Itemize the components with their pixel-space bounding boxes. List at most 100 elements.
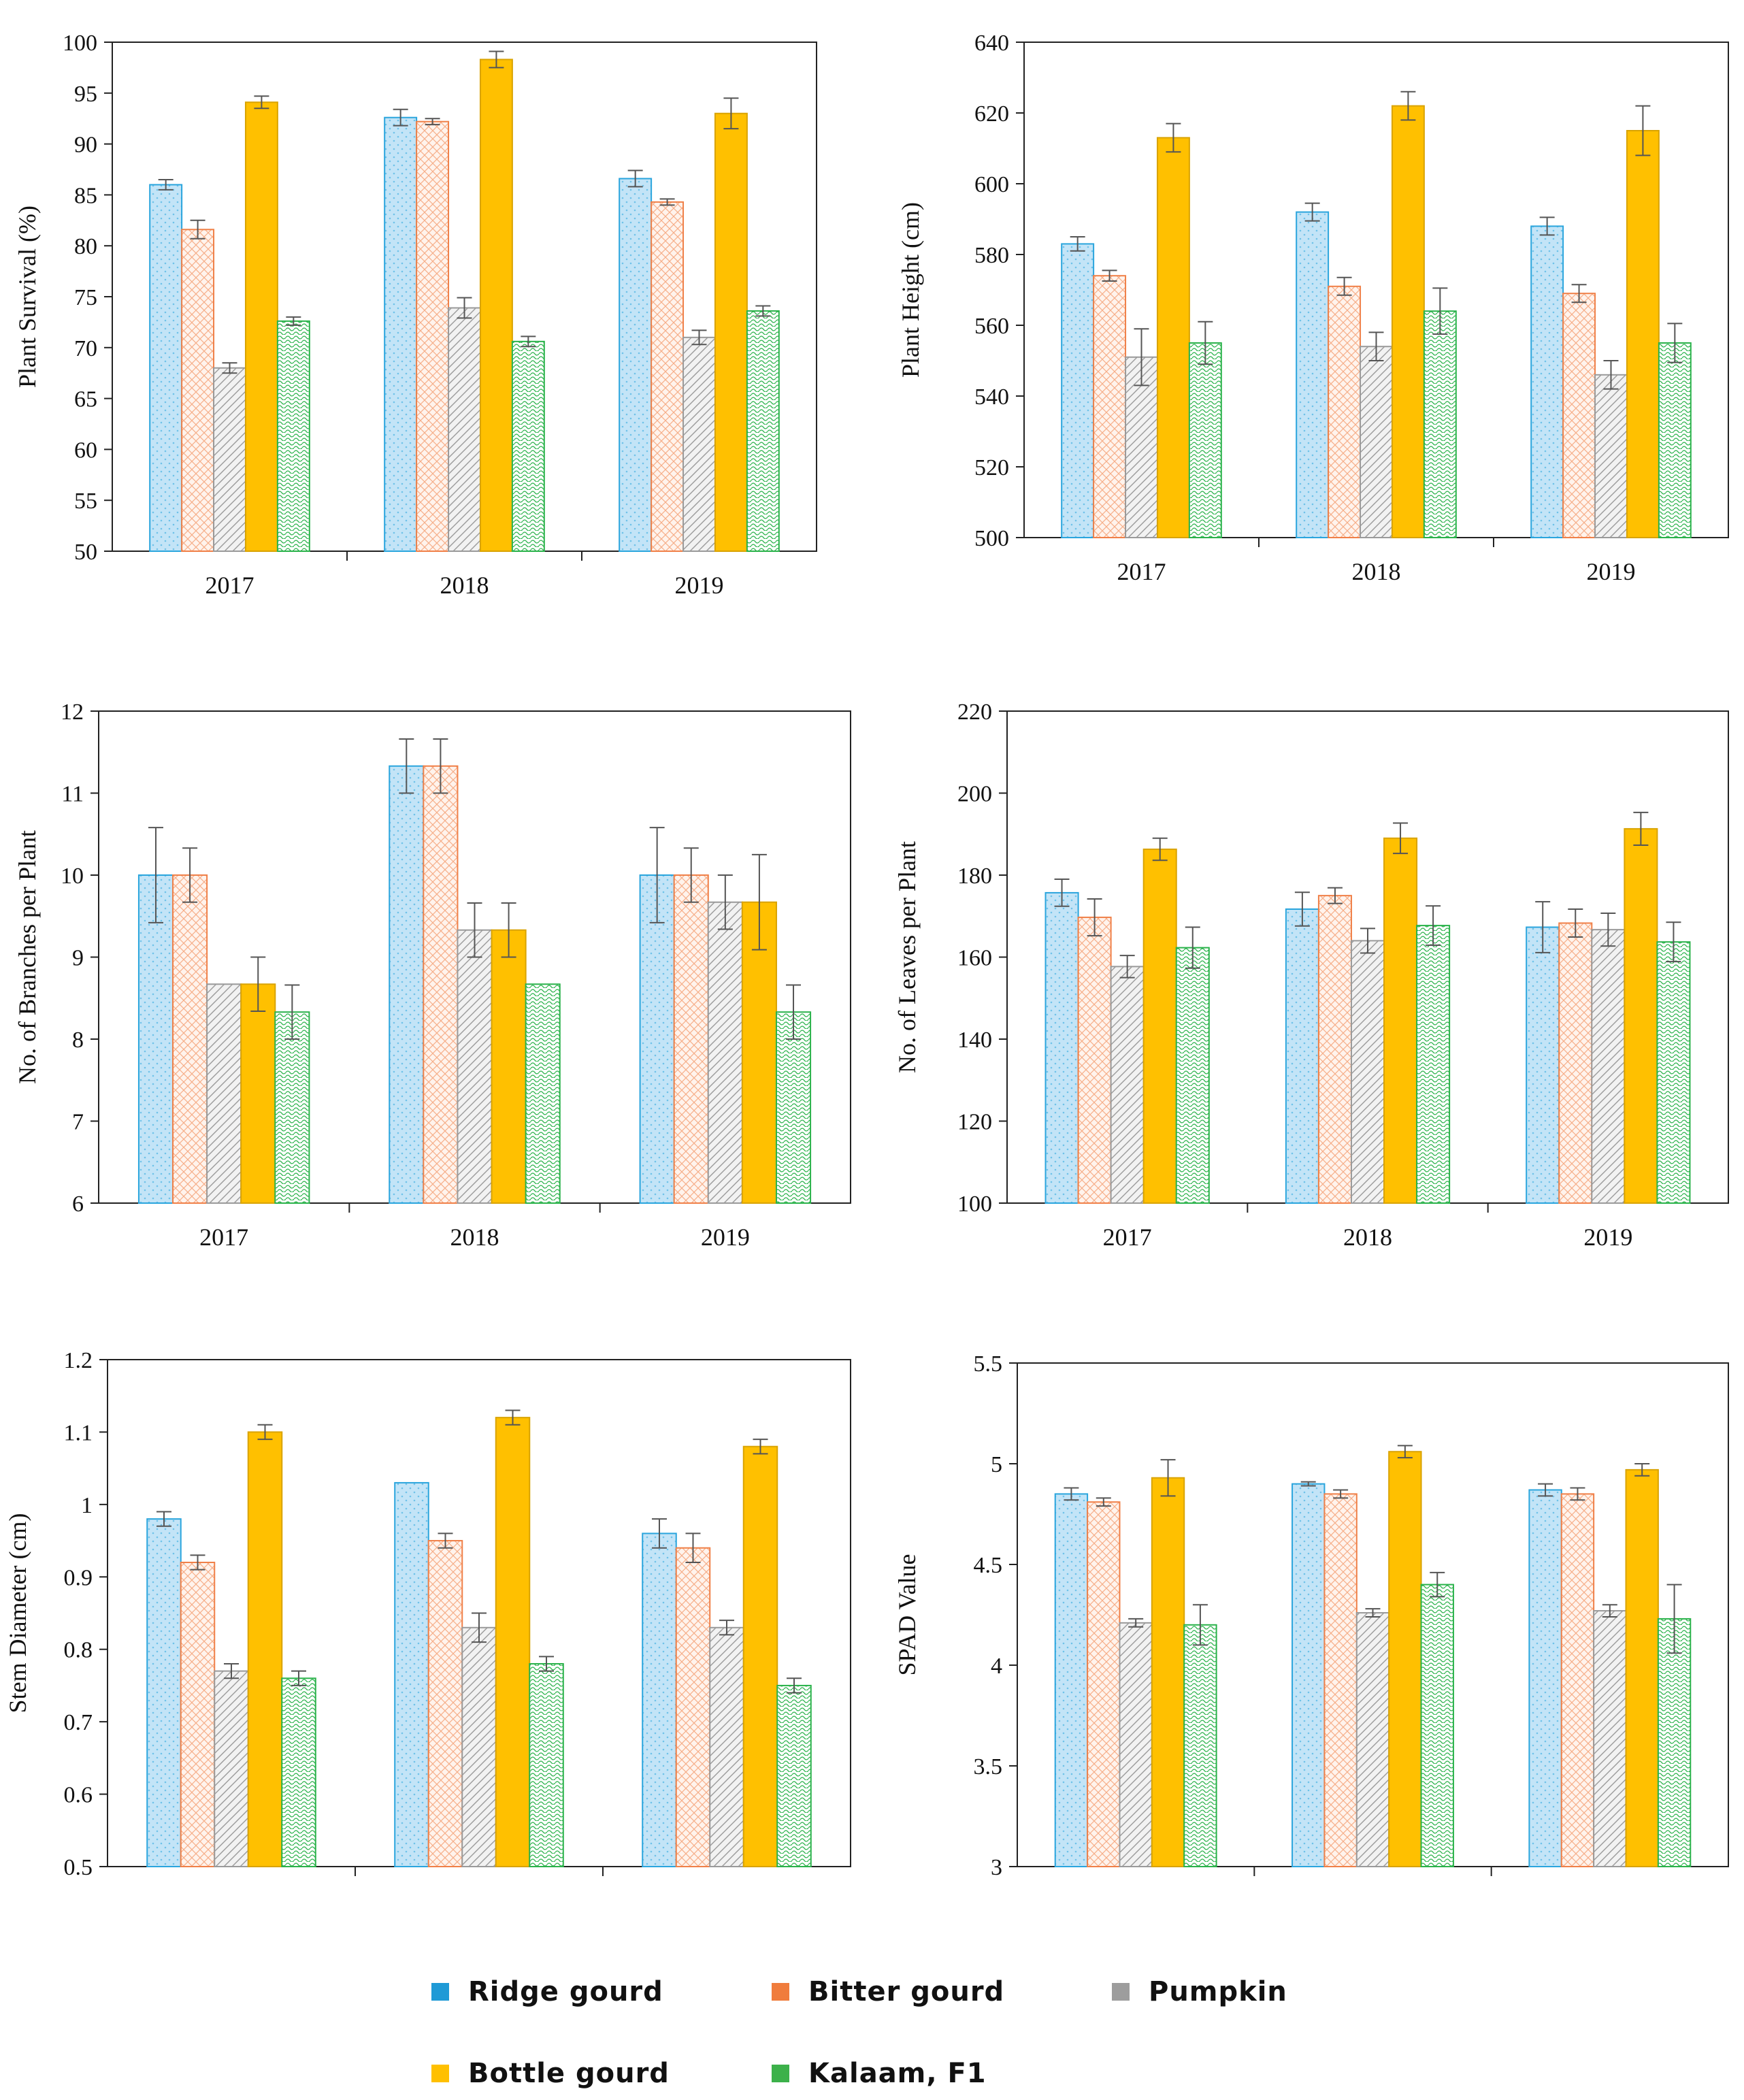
bar-bottle-gourd-2019: [742, 1445, 778, 1868]
error-bar: [291, 1670, 307, 1686]
error-bar: [719, 1620, 734, 1636]
legend-label: Bitter gourd: [808, 1976, 1005, 2007]
error-bar: [1538, 1483, 1553, 1497]
bar-kalaam-f1-2017: [281, 1677, 316, 1867]
bar-bitter-gourd-2018: [423, 765, 459, 1204]
bar-pumpkin-2017: [206, 983, 242, 1204]
error-bar: [1400, 91, 1416, 121]
bar-pumpkin-2017: [213, 367, 246, 552]
y-tick-label: 3: [991, 1855, 1002, 1880]
bar-bottle-gourd-2018: [491, 929, 527, 1204]
bar-ridge-gourd-2017: [137, 874, 174, 1204]
y-tick-label: 85: [74, 183, 97, 208]
bar-bottle-gourd-2017: [247, 1431, 283, 1867]
error-bar: [1432, 287, 1448, 335]
error-bar: [1152, 837, 1168, 862]
error-bar: [786, 984, 802, 1040]
bar-pumpkin-2017: [1125, 356, 1158, 538]
bar-bottle-gourd-2019: [741, 901, 777, 1204]
error-bar: [254, 95, 269, 110]
x-tick-label: 2019: [701, 1224, 750, 1251]
x-tick-label: 2018: [1343, 1224, 1392, 1251]
bar-pumpkin-2018: [1350, 940, 1385, 1204]
x-tick-label: 2019: [1583, 1224, 1632, 1251]
bar-ridge-gourd-2017: [1061, 243, 1095, 538]
y-tick-label: 0.8: [64, 1638, 93, 1663]
x-tick-label: 2017: [1111, 1887, 1160, 1892]
y-tick-label: 5.5: [974, 1351, 1003, 1377]
y-axis-label: Stem Diameter (cm): [4, 1513, 31, 1713]
error-bar: [717, 874, 733, 930]
y-tick-label: 520: [974, 455, 1009, 480]
bar-bitter-gourd-2018: [1323, 1493, 1358, 1867]
y-tick-label: 500: [974, 526, 1009, 551]
bar-kalaam-f1-2018: [1420, 1584, 1454, 1868]
bar-pumpkin-2019: [1594, 374, 1628, 538]
x-tick-label: 2018: [1349, 1887, 1398, 1892]
plant-height-chart: 500 520 540 560 580 600 620 640 Plant Height (cm…: [897, 31, 1729, 585]
y-tick-label: 0.7: [64, 1710, 93, 1735]
bar-kalaam-f1-2019: [1658, 342, 1692, 538]
bar-pumpkin-2019: [1591, 929, 1626, 1204]
error-bar: [1360, 928, 1375, 954]
y-tick-label: 600: [974, 172, 1009, 197]
y-tick-label: 75: [74, 285, 97, 310]
bar-pumpkin-2018: [1355, 1612, 1390, 1868]
error-bar: [501, 902, 516, 958]
bar-pumpkin-2018: [1360, 346, 1393, 538]
bar-bitter-gourd-2017: [172, 874, 208, 1204]
error-bar: [224, 1663, 239, 1679]
error-bar: [649, 827, 665, 923]
error-bar: [755, 305, 771, 317]
error-bar: [286, 316, 301, 326]
bar-bottle-gourd-2019: [714, 112, 748, 553]
x-tick-label: 2019: [702, 1887, 751, 1892]
error-bar: [1570, 1487, 1585, 1501]
error-bar: [1602, 1604, 1617, 1618]
spad-chart: 3 3.5 4 4.5 5 5.5 SPAD Value 2017 2018 2019: [893, 1351, 1729, 1892]
bar-bottle-gourd-2019: [1625, 1469, 1659, 1867]
error-bar: [148, 827, 163, 923]
error-bar: [1539, 216, 1555, 236]
y-tick-label: 9: [72, 946, 84, 971]
error-bar: [787, 1677, 802, 1694]
y-tick-label: 70: [74, 336, 97, 361]
y-tick-label: 540: [974, 384, 1009, 410]
error-bar: [1603, 360, 1619, 390]
y-tick-label: 580: [974, 243, 1009, 268]
error-bar: [190, 219, 205, 240]
y-axis-label: Plant Height (cm): [897, 202, 924, 378]
y-tick-label: 60: [74, 438, 97, 463]
bar-bottle-gourd-2018: [1391, 105, 1425, 539]
error-bar: [1054, 879, 1070, 907]
x-tick-label: 2017: [205, 572, 254, 599]
branches-chart: 6 7 8 9 10 11 12 No. of Branches per Plant 2017 2…: [14, 700, 851, 1251]
bar-pumpkin-2018: [448, 307, 481, 552]
y-axis-label: SPAD Value: [893, 1554, 921, 1675]
error-bar: [489, 50, 504, 69]
x-tick-label: 2019: [1585, 1887, 1634, 1892]
bar-bitter-gourd-2018: [427, 1540, 463, 1868]
error-bar: [438, 1532, 453, 1549]
bar-kalaam-f1-2018: [1416, 925, 1451, 1204]
bar-pumpkin-2019: [682, 336, 716, 552]
legend-label: Pumpkin: [1149, 1976, 1287, 2007]
error-bar: [1666, 921, 1681, 963]
bar-ridge-gourd-2018: [1285, 908, 1319, 1204]
legend-label: Kalaam, F1: [808, 2058, 987, 2089]
bar-bitter-gourd-2019: [1558, 922, 1593, 1204]
bar-bitter-gourd-2019: [673, 874, 709, 1204]
bar-bitter-gourd-2017: [1093, 275, 1127, 538]
error-bar: [1430, 1571, 1445, 1598]
error-bar: [472, 1612, 487, 1643]
y-tick-label: 640: [974, 31, 1009, 56]
bar-bitter-gourd-2018: [1328, 285, 1362, 538]
x-tick-label: 2017: [207, 1887, 256, 1892]
bar-bitter-gourd-2017: [1077, 917, 1112, 1204]
bar-ridge-gourd-2017: [1044, 891, 1079, 1204]
bar-kalaam-f1-2018: [529, 1663, 564, 1867]
leaves-chart: 100 120 140 160 180 200 220 No. of Leaves per P…: [893, 700, 1729, 1251]
y-tick-label: 55: [74, 489, 97, 514]
bar-bitter-gourd-2018: [1317, 895, 1352, 1204]
bar-bitter-gourd-2017: [180, 1562, 216, 1867]
